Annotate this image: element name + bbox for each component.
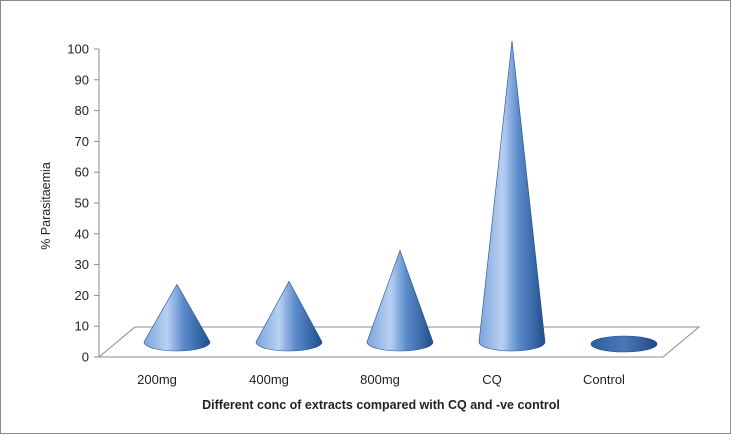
cone-body: [366, 249, 434, 352]
y-tick-label: 70: [75, 134, 89, 149]
y-tick-label: 20: [75, 288, 89, 303]
y-tick-label: 50: [75, 196, 89, 211]
y-axis-title: % Parasitaemia: [39, 162, 53, 250]
x-tick-label: CQ: [482, 372, 502, 387]
cone-400mg: [255, 280, 323, 352]
y-tick-label: 80: [75, 103, 89, 118]
x-tick-label: 400mg: [249, 372, 289, 387]
x-tick-label: 800mg: [360, 372, 400, 387]
y-tick-label: 90: [75, 72, 89, 87]
y-ticks: 0 10 20 30 40 50 60 70 80 90 100: [67, 42, 99, 365]
cone-body: [143, 283, 211, 352]
cone-cq: [478, 40, 546, 352]
cone-200mg: [143, 283, 211, 352]
x-tick-label: Control: [583, 372, 625, 387]
y-tick-label: 100: [67, 42, 89, 57]
cone-800mg: [366, 249, 434, 352]
y-tick-label: 60: [75, 165, 89, 180]
cone-body: [255, 280, 323, 352]
cone-body: [478, 40, 546, 352]
cones: [143, 40, 658, 353]
y-tick-label: 0: [82, 350, 89, 365]
cone-control: [590, 335, 658, 353]
cone-base-flat: [590, 335, 658, 353]
y-axis: 0 10 20 30 40 50 60 70 80 90 100: [67, 42, 100, 365]
x-tick-label: 200mg: [137, 372, 177, 387]
y-tick-label: 10: [75, 319, 89, 334]
x-axis-title: Different conc of extracts compared with…: [202, 398, 560, 412]
x-ticks: 200mg 400mg 800mg CQ Control: [137, 372, 625, 387]
y-tick-label: 40: [75, 226, 89, 241]
y-tick-label: 30: [75, 257, 89, 272]
